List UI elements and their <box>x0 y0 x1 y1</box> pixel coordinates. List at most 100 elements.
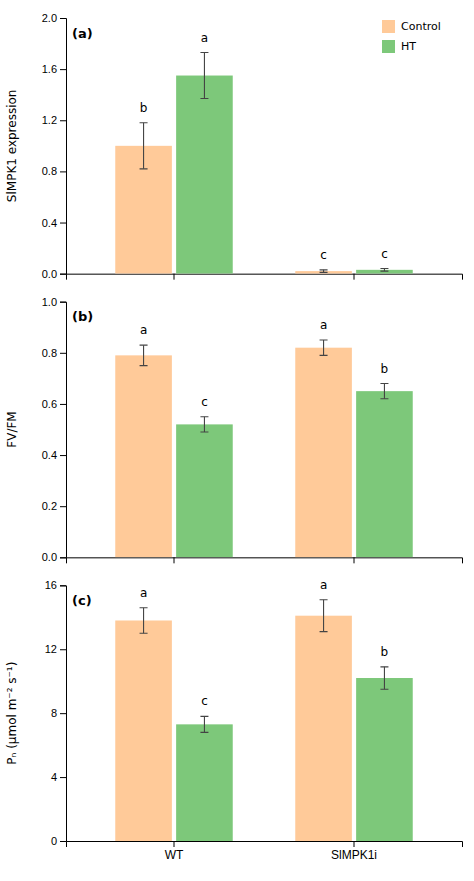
y-tick-label: 1.6 <box>42 63 57 75</box>
y-axis: 0.0 0.2 0.4 0.6 0.8 1.0 <box>42 296 67 564</box>
panel: 0.00.40.81.21.62.0bcac(a)SlMPK1 expressi… <box>5 12 463 280</box>
panel: 0481216WTSlMPK1iaacb(c)Pₙ (μmol m⁻² s⁻¹) <box>5 578 463 862</box>
error-cap <box>380 268 388 269</box>
x-tick-label: SlMPK1i <box>331 848 377 862</box>
y-tick-mark <box>60 171 66 172</box>
error-cap <box>320 339 328 340</box>
y-tick-label: 1.0 <box>42 296 57 308</box>
bar <box>295 348 352 558</box>
y-tick-mark <box>60 455 66 456</box>
error-cap <box>380 271 388 272</box>
y-tick-mark <box>60 353 66 354</box>
error-cap <box>140 365 148 366</box>
error-bar <box>384 383 385 398</box>
letter: a <box>201 31 208 45</box>
y-tick-mark <box>60 18 66 19</box>
error-cap <box>320 269 328 270</box>
x-axis-line <box>67 558 463 564</box>
bar <box>295 616 352 841</box>
y-tick: 0.8 <box>42 165 66 177</box>
error-bar <box>204 417 205 432</box>
figure: 0.00.40.81.21.62.0bcac(a)SlMPK1 expressi… <box>0 0 474 881</box>
y-tick: 0 <box>51 835 66 847</box>
y-tick-label: 0.8 <box>42 347 57 359</box>
y-tick-label: 0.0 <box>42 268 57 280</box>
panel-label: (a) <box>72 26 93 41</box>
y-tick-mark <box>60 713 66 714</box>
y-tick-label: 1.2 <box>42 114 57 126</box>
y-tick-label: 0 <box>51 835 57 847</box>
y-tick: 0.4 <box>42 217 66 229</box>
x-axis: WT SlMPK1i <box>67 841 463 862</box>
error-bar <box>143 608 144 634</box>
y-tick-mark <box>60 274 66 275</box>
y-tick: 1.0 <box>42 296 66 308</box>
y-tick: 1.6 <box>42 63 66 75</box>
y-tick: 0.0 <box>42 551 66 563</box>
marks <box>115 340 412 557</box>
x-tick-mark <box>354 557 355 563</box>
error-cap <box>140 607 148 608</box>
x-axis <box>67 557 463 563</box>
y-tick-mark <box>60 120 66 121</box>
error-cap <box>380 383 388 384</box>
error-cap <box>200 98 208 99</box>
error-bar <box>323 600 324 632</box>
error-cap <box>200 52 208 53</box>
y-tick-label: 0.8 <box>42 165 57 177</box>
error-cap <box>380 398 388 399</box>
y-tick-mark <box>60 777 66 778</box>
bar <box>115 620 172 841</box>
marks <box>115 53 412 274</box>
letter: b <box>381 362 389 376</box>
legend: Control HT <box>382 20 441 53</box>
y-tick: 0.4 <box>42 449 66 461</box>
x-tick-mark <box>354 274 355 280</box>
x-tick <box>174 557 175 563</box>
legend-label: HT <box>401 40 416 53</box>
letter: b <box>381 645 389 659</box>
y-tick-mark <box>60 557 66 558</box>
y-tick: 12 <box>45 643 66 655</box>
y-tick-mark <box>60 223 66 224</box>
bar <box>115 355 172 557</box>
y-tick: 1.2 <box>42 114 66 126</box>
panel-label: (b) <box>72 309 93 324</box>
x-tick <box>354 557 355 563</box>
x-axis <box>67 274 463 280</box>
x-tick: SlMPK1i <box>331 841 377 862</box>
y-axis-line <box>60 586 67 842</box>
y-tick-label: 0.2 <box>42 500 57 512</box>
error-cap <box>320 272 328 273</box>
error-cap <box>140 122 148 123</box>
annotations: aacb(b)FV/FM <box>5 309 388 447</box>
y-tick-mark <box>60 649 66 650</box>
y-tick-mark <box>60 302 66 303</box>
error-cap <box>200 732 208 733</box>
x-axis-line <box>67 274 463 280</box>
error-bar <box>204 716 205 732</box>
panel: 0.00.20.40.60.81.0aacb(b)FV/FM <box>5 296 463 564</box>
y-tick: 4 <box>51 771 66 783</box>
legend-label: Control <box>401 20 441 33</box>
y-tick-mark <box>60 69 66 70</box>
error-cap <box>200 416 208 417</box>
error-bar <box>323 340 324 355</box>
error-cap <box>200 716 208 717</box>
y-tick: 0.6 <box>42 398 66 410</box>
error-cap <box>200 432 208 433</box>
x-tick-mark <box>174 274 175 280</box>
x-tick: WT <box>165 841 184 862</box>
y-tick-label: 16 <box>45 579 57 591</box>
x-tick <box>354 274 355 280</box>
y-tick: 0.0 <box>42 268 66 280</box>
error-cap <box>320 355 328 356</box>
annotations: bcac(a)SlMPK1 expression <box>5 26 388 262</box>
annotations: aacb(c)Pₙ (μmol m⁻² s⁻¹) <box>5 578 388 765</box>
y-axis: 0481216 <box>45 579 67 847</box>
error-cap <box>140 345 148 346</box>
letter: a <box>140 323 147 337</box>
y-tick-mark <box>60 404 66 405</box>
letter: a <box>140 586 147 600</box>
y-tick-mark <box>60 506 66 507</box>
